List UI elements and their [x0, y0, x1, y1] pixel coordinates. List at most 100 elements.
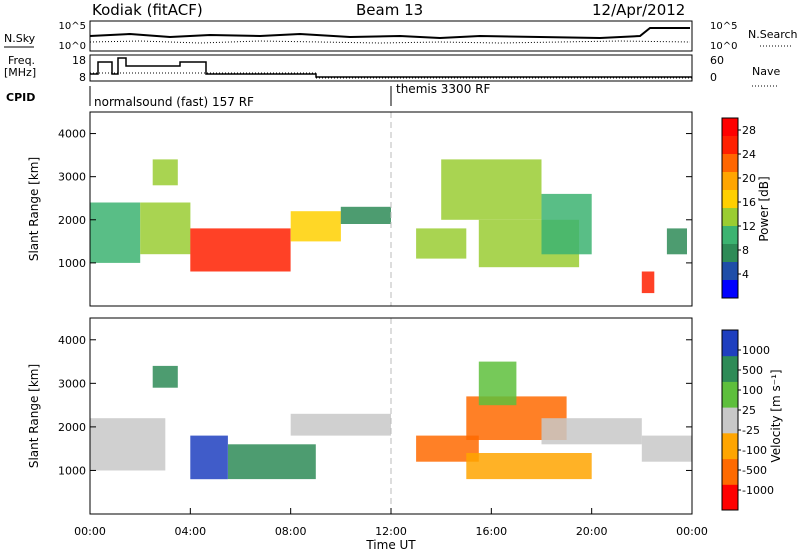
velocity-y-tick-label: 3000 — [58, 377, 86, 390]
power-echo-region — [340, 206, 391, 224]
velocity-colorbar-tick-label: 500 — [742, 364, 763, 377]
power-echo-region — [290, 211, 341, 242]
power-colorbar-tick-label: 8 — [742, 244, 749, 257]
power-y-ticks: 1000 2000 3000 4000 — [58, 128, 692, 270]
cpid-segment-normalsound: normalsound (fast) 157 RF — [94, 95, 254, 109]
velocity-colorbar-swatch — [722, 484, 738, 511]
velocity-y-ticks: 1000 2000 3000 4000 — [58, 334, 692, 477]
power-panel: 1000 2000 3000 4000 — [58, 111, 693, 307]
velocity-panel: 1000 2000 3000 4000 00:00 04:00 08:00 12:00 16:… — [58, 317, 708, 538]
power-y-label: Slant Range [km] — [27, 157, 41, 261]
power-colorbar-tick-label: 28 — [742, 124, 756, 137]
velocity-colorbar-swatch — [722, 432, 738, 460]
x-tick-label: 00:00 — [676, 525, 708, 538]
freq-panel — [89, 54, 693, 82]
power-colorbar-swatch — [722, 118, 738, 137]
velocity-echo-region — [641, 435, 692, 462]
power-panel-frame — [89, 111, 693, 307]
power-echo-region — [90, 202, 141, 263]
power-y-tick-label: 3000 — [58, 171, 86, 184]
velocity-echo-region — [228, 444, 316, 480]
freq-line — [90, 57, 692, 78]
velocity-colorbar: 1000 500 100 25 -25 -100 -500 -1000 — [721, 329, 774, 511]
velocity-echo-region — [290, 413, 391, 436]
noise-panel — [89, 20, 693, 52]
velocity-echo-region — [90, 418, 166, 471]
power-echo-region — [666, 228, 687, 255]
velocity-colorbar-label: Velocity [m s⁻¹] — [769, 369, 783, 462]
power-colorbar-tick-label: 16 — [742, 196, 756, 209]
power-colorbar-swatch — [722, 172, 738, 191]
velocity-colorbar-swatch — [722, 355, 738, 382]
noise-tick-right-bottom: 10^0 — [710, 41, 737, 52]
cpid-segment-themis: themis 3300 RF — [396, 82, 490, 96]
beam-title: Beam 13 — [356, 1, 423, 19]
velocity-colorbar-tick-label: 1000 — [742, 344, 770, 357]
velocity-colorbar-frame — [721, 329, 739, 511]
velocity-colorbar-tick-label: -500 — [742, 464, 767, 477]
power-echo-region — [152, 159, 178, 186]
nave-tick-top: 60 — [710, 54, 724, 67]
power-echo-region — [541, 193, 592, 255]
x-tick-label: 08:00 — [275, 525, 307, 538]
x-tick-label: 12:00 — [375, 525, 407, 538]
power-colorbar-swatch — [722, 244, 738, 263]
x-tick-label: 04:00 — [174, 525, 206, 538]
x-tick-label: 16:00 — [475, 525, 507, 538]
power-echo-region — [140, 202, 191, 255]
nsky-label: N.Sky — [4, 32, 36, 45]
velocity-y-label: Slant Range [km] — [27, 364, 41, 468]
x-tick-label: 20:00 — [576, 525, 608, 538]
velocity-colorbar-tick-label: 25 — [742, 404, 756, 417]
noise-tick-left-top: 10^5 — [59, 21, 86, 32]
cpid-label: CPID — [6, 91, 35, 104]
freq-label-line2: [MHz] — [4, 66, 36, 79]
nave-label: Nave — [752, 65, 780, 78]
velocity-y-tick-label: 1000 — [58, 464, 86, 477]
power-colorbar-tick-label: 24 — [742, 148, 756, 161]
power-colorbar-swatch — [722, 154, 738, 173]
power-echo-region — [416, 228, 467, 259]
x-axis-label: Time UT — [365, 538, 416, 552]
freq-label-line1: Freq. — [8, 54, 35, 67]
velocity-echo-region — [478, 361, 517, 406]
power-colorbar-tick-label: 4 — [742, 268, 749, 281]
velocity-colorbar-tick-label: -1000 — [742, 484, 774, 497]
velocity-colorbar-swatch — [722, 381, 738, 408]
velocity-colorbar-swatch — [722, 458, 738, 485]
power-echo-region — [441, 159, 542, 220]
nave-line — [90, 72, 692, 79]
power-colorbar-frame — [721, 117, 739, 299]
velocity-echo-region — [152, 365, 178, 388]
freq-tick-bottom: 8 — [79, 71, 86, 84]
power-colorbar-swatch — [722, 280, 738, 299]
velocity-y-tick-label: 4000 — [58, 334, 86, 347]
velocity-colorbar-tick-label: 100 — [742, 384, 763, 397]
velocity-colorbar-swatch — [722, 407, 738, 434]
velocity-colorbar-tick-label: -25 — [742, 424, 760, 437]
nsearch-line — [89, 40, 691, 44]
velocity-colorbar-swatch — [722, 330, 738, 357]
power-colorbar-tick-label: 12 — [742, 220, 756, 233]
nave-tick-bottom: 0 — [710, 71, 717, 84]
power-y-tick-label: 1000 — [58, 257, 86, 270]
power-y-tick-label: 4000 — [58, 128, 86, 141]
power-y-tick-label: 2000 — [58, 214, 86, 227]
power-colorbar-swatch — [722, 226, 738, 245]
velocity-colorbar-tick-label: -100 — [742, 444, 767, 457]
freq-panel-frame — [89, 54, 693, 82]
velocity-echo-region — [466, 453, 592, 480]
velocity-echo-region — [190, 435, 228, 480]
x-tick-label: 00:00 — [74, 525, 106, 538]
velocity-x-ticks: 00:00 04:00 08:00 12:00 16:00 20:00 00:00 — [74, 508, 708, 538]
noise-tick-right-top: 10^5 — [710, 21, 737, 32]
power-colorbar-swatch — [722, 190, 738, 209]
power-colorbar: 4 8 12 16 20 24 28 — [721, 117, 756, 299]
power-colorbar-swatch — [722, 136, 738, 155]
nsearch-label: N.Search — [748, 28, 798, 41]
power-colorbar-swatch — [722, 208, 738, 227]
velocity-echoes — [90, 361, 692, 480]
power-echo-region — [641, 271, 655, 294]
nsky-line — [89, 27, 690, 40]
noise-tick-left-bottom: 10^0 — [59, 41, 86, 52]
